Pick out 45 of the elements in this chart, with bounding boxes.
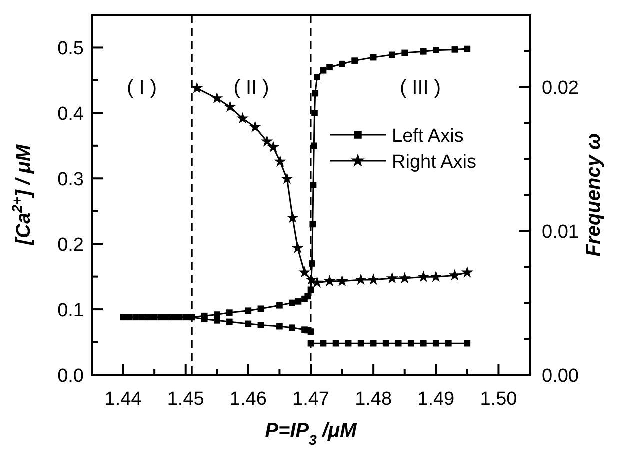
point bbox=[261, 135, 274, 147]
y2-tick-label: 0.00 bbox=[542, 366, 579, 387]
x-tick-label: 1.47 bbox=[292, 389, 330, 410]
point bbox=[386, 272, 398, 284]
y-tick-label: 0.2 bbox=[58, 235, 84, 256]
x-tick-label: 1.46 bbox=[230, 389, 267, 410]
point bbox=[224, 100, 236, 112]
point bbox=[461, 266, 474, 278]
y2-tick-label: 0.01 bbox=[542, 222, 579, 243]
y-tick-label: 0.0 bbox=[58, 366, 84, 387]
point bbox=[236, 112, 249, 124]
point bbox=[355, 274, 368, 286]
point bbox=[298, 266, 311, 278]
x-tick-label: 1.44 bbox=[104, 389, 142, 410]
annotation: ( I ) bbox=[127, 77, 158, 99]
annotation: ( III ) bbox=[400, 77, 442, 99]
y-tick-label: 0.5 bbox=[58, 38, 84, 60]
point bbox=[267, 141, 280, 153]
x-tick-label: 1.49 bbox=[418, 389, 455, 410]
point bbox=[418, 270, 430, 282]
x-tick-label: 1.48 bbox=[355, 389, 392, 410]
point bbox=[430, 270, 442, 282]
y-tick-label: 0.4 bbox=[58, 104, 84, 126]
legend-label: Left Axis bbox=[392, 126, 464, 147]
point bbox=[211, 92, 224, 104]
y-tick-label: 0.1 bbox=[58, 300, 84, 322]
point bbox=[249, 120, 262, 132]
point bbox=[324, 275, 336, 287]
y2-tick-label: 0.02 bbox=[542, 78, 579, 99]
legend-label: Right Axis bbox=[392, 152, 476, 173]
point bbox=[368, 274, 380, 286]
point bbox=[274, 156, 286, 167]
point bbox=[448, 269, 461, 281]
point bbox=[191, 82, 204, 94]
point bbox=[398, 272, 411, 284]
annotation: ( II ) bbox=[234, 77, 270, 99]
x-axis-title: P=IP$_{3}$ /μM bbox=[265, 420, 358, 448]
point bbox=[281, 172, 294, 184]
y-tick-label: 0.3 bbox=[58, 170, 84, 191]
point bbox=[286, 212, 299, 224]
x-tick-label: 1.50 bbox=[480, 389, 518, 410]
point bbox=[292, 242, 304, 254]
y2-axis-title: Frequency ω bbox=[583, 132, 605, 257]
point bbox=[336, 275, 348, 287]
x-tick-label: 1.45 bbox=[167, 389, 204, 410]
